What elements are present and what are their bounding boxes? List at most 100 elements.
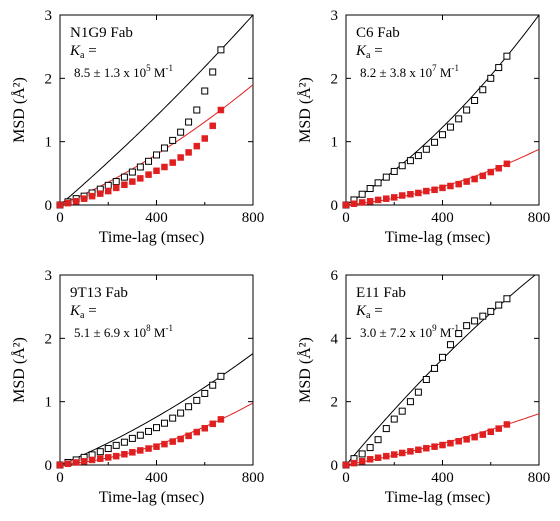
filled-square-point: [447, 182, 454, 190]
open-square-point: [487, 307, 495, 315]
filled-square-point: [161, 440, 168, 448]
open-square-point: [431, 138, 439, 146]
ka-label: Ka =: [355, 303, 383, 321]
filled-square-point: [121, 450, 128, 458]
filled-square-point: [342, 461, 350, 469]
panel-title: N1G9 Fab: [70, 25, 133, 41]
filled-square-point: [463, 436, 470, 443]
open-square-point: [406, 157, 414, 165]
open-square-point: [487, 74, 495, 82]
x-tick-label: 0: [342, 210, 350, 226]
filled-square-point: [350, 200, 358, 207]
open-square-point: [439, 353, 446, 361]
filled-square-point: [366, 456, 374, 463]
open-square-point: [145, 157, 153, 165]
open-square-point: [112, 441, 120, 449]
y-tick-label: 3: [45, 8, 53, 24]
filled-square-point: [88, 456, 96, 464]
x-tick-label: 400: [431, 210, 454, 226]
filled-square-point: [137, 447, 144, 454]
panel-title: 9T13 Fab: [70, 285, 128, 301]
open-square-point: [160, 144, 168, 152]
open-square-point: [431, 364, 439, 372]
filled-square-point: [439, 441, 446, 449]
filled-square-point: [463, 178, 470, 185]
open-square-point: [185, 403, 193, 411]
open-square-point: [177, 128, 185, 136]
filled-square-point: [487, 428, 494, 435]
open-square-point: [193, 106, 201, 114]
filled-square-point: [407, 190, 414, 198]
filled-square-point: [358, 199, 366, 206]
open-square-point: [145, 427, 153, 435]
open-square-point: [446, 341, 454, 349]
filled-square-point: [80, 195, 88, 202]
filled-square-point: [431, 443, 438, 450]
y-tick-label: 4: [331, 331, 339, 347]
open-square-point: [495, 64, 503, 72]
filled-square-point: [503, 160, 511, 168]
y-tick-label: 0: [45, 458, 53, 474]
filled-square-point: [193, 142, 201, 150]
ka-label: Ka =: [355, 43, 383, 61]
x-tick-label: 800: [528, 210, 551, 226]
y-tick-label: 2: [45, 71, 53, 87]
filled-square-point: [201, 135, 208, 142]
open-square-point: [422, 376, 430, 383]
open-square-point: [382, 173, 390, 181]
filled-square-point: [217, 416, 225, 423]
filled-square-point: [447, 439, 454, 447]
open-square-point: [201, 389, 209, 397]
filled-square-point: [342, 201, 350, 209]
open-square-point: [201, 87, 209, 95]
filled-square-point: [72, 459, 80, 466]
filled-square-point: [97, 190, 104, 197]
filled-square-point: [169, 159, 176, 166]
open-square-point: [209, 381, 217, 389]
x-axis-label: Time-lag (msec): [385, 489, 491, 506]
filled-square-point: [374, 454, 382, 461]
filled-square-point: [415, 189, 422, 197]
open-square-point: [153, 424, 160, 432]
filled-square-point: [479, 172, 487, 180]
y-tick-label: 3: [45, 268, 53, 284]
open-square-point: [104, 445, 112, 453]
open-square-point: [374, 179, 382, 187]
y-axis-label: MSD (Å²): [10, 77, 28, 143]
filled-square-point: [161, 163, 168, 171]
open-square-point: [390, 167, 398, 175]
filled-square-point: [439, 184, 446, 192]
filled-square-point: [455, 438, 462, 445]
x-tick-label: 800: [242, 470, 265, 486]
open-square-point: [366, 444, 374, 452]
filled-square-point: [105, 187, 112, 195]
open-square-point: [169, 414, 177, 422]
ka-value: 5.1 ± 6.9 x 108 M-1: [74, 323, 173, 340]
filled-square-point: [88, 192, 96, 200]
panel-title: C6 Fab: [356, 25, 400, 41]
open-square-point: [414, 388, 422, 396]
filled-square-point: [121, 181, 128, 188]
x-tick-label: 0: [56, 210, 64, 226]
open-square-point: [217, 46, 225, 54]
y-tick-label: 0: [45, 198, 53, 214]
chart-panel-4: 0 400 800 0 2 4 6 Time-lag (msec) MSD (Å²) E11 Fa…: [296, 268, 550, 506]
x-tick-label: 0: [342, 470, 350, 486]
open-square-point: [479, 312, 487, 320]
open-square-point: [479, 86, 487, 94]
ka-value: 8.5 ± 1.3 x 105 M-1: [74, 63, 173, 80]
filled-square-point: [479, 431, 487, 438]
filled-square-point: [129, 449, 136, 456]
filled-square-point: [112, 452, 120, 460]
ka-label: Ka =: [69, 43, 97, 61]
open-square-point: [104, 181, 112, 189]
open-square-point: [390, 415, 398, 423]
x-tick-label: 800: [528, 470, 551, 486]
open-square-point: [128, 434, 136, 442]
open-square-point: [374, 436, 382, 444]
y-tick-label: 0: [331, 198, 339, 214]
fit-curve-filled: [59, 84, 254, 206]
filled-square-point: [185, 432, 192, 440]
filled-square-point: [374, 196, 382, 204]
